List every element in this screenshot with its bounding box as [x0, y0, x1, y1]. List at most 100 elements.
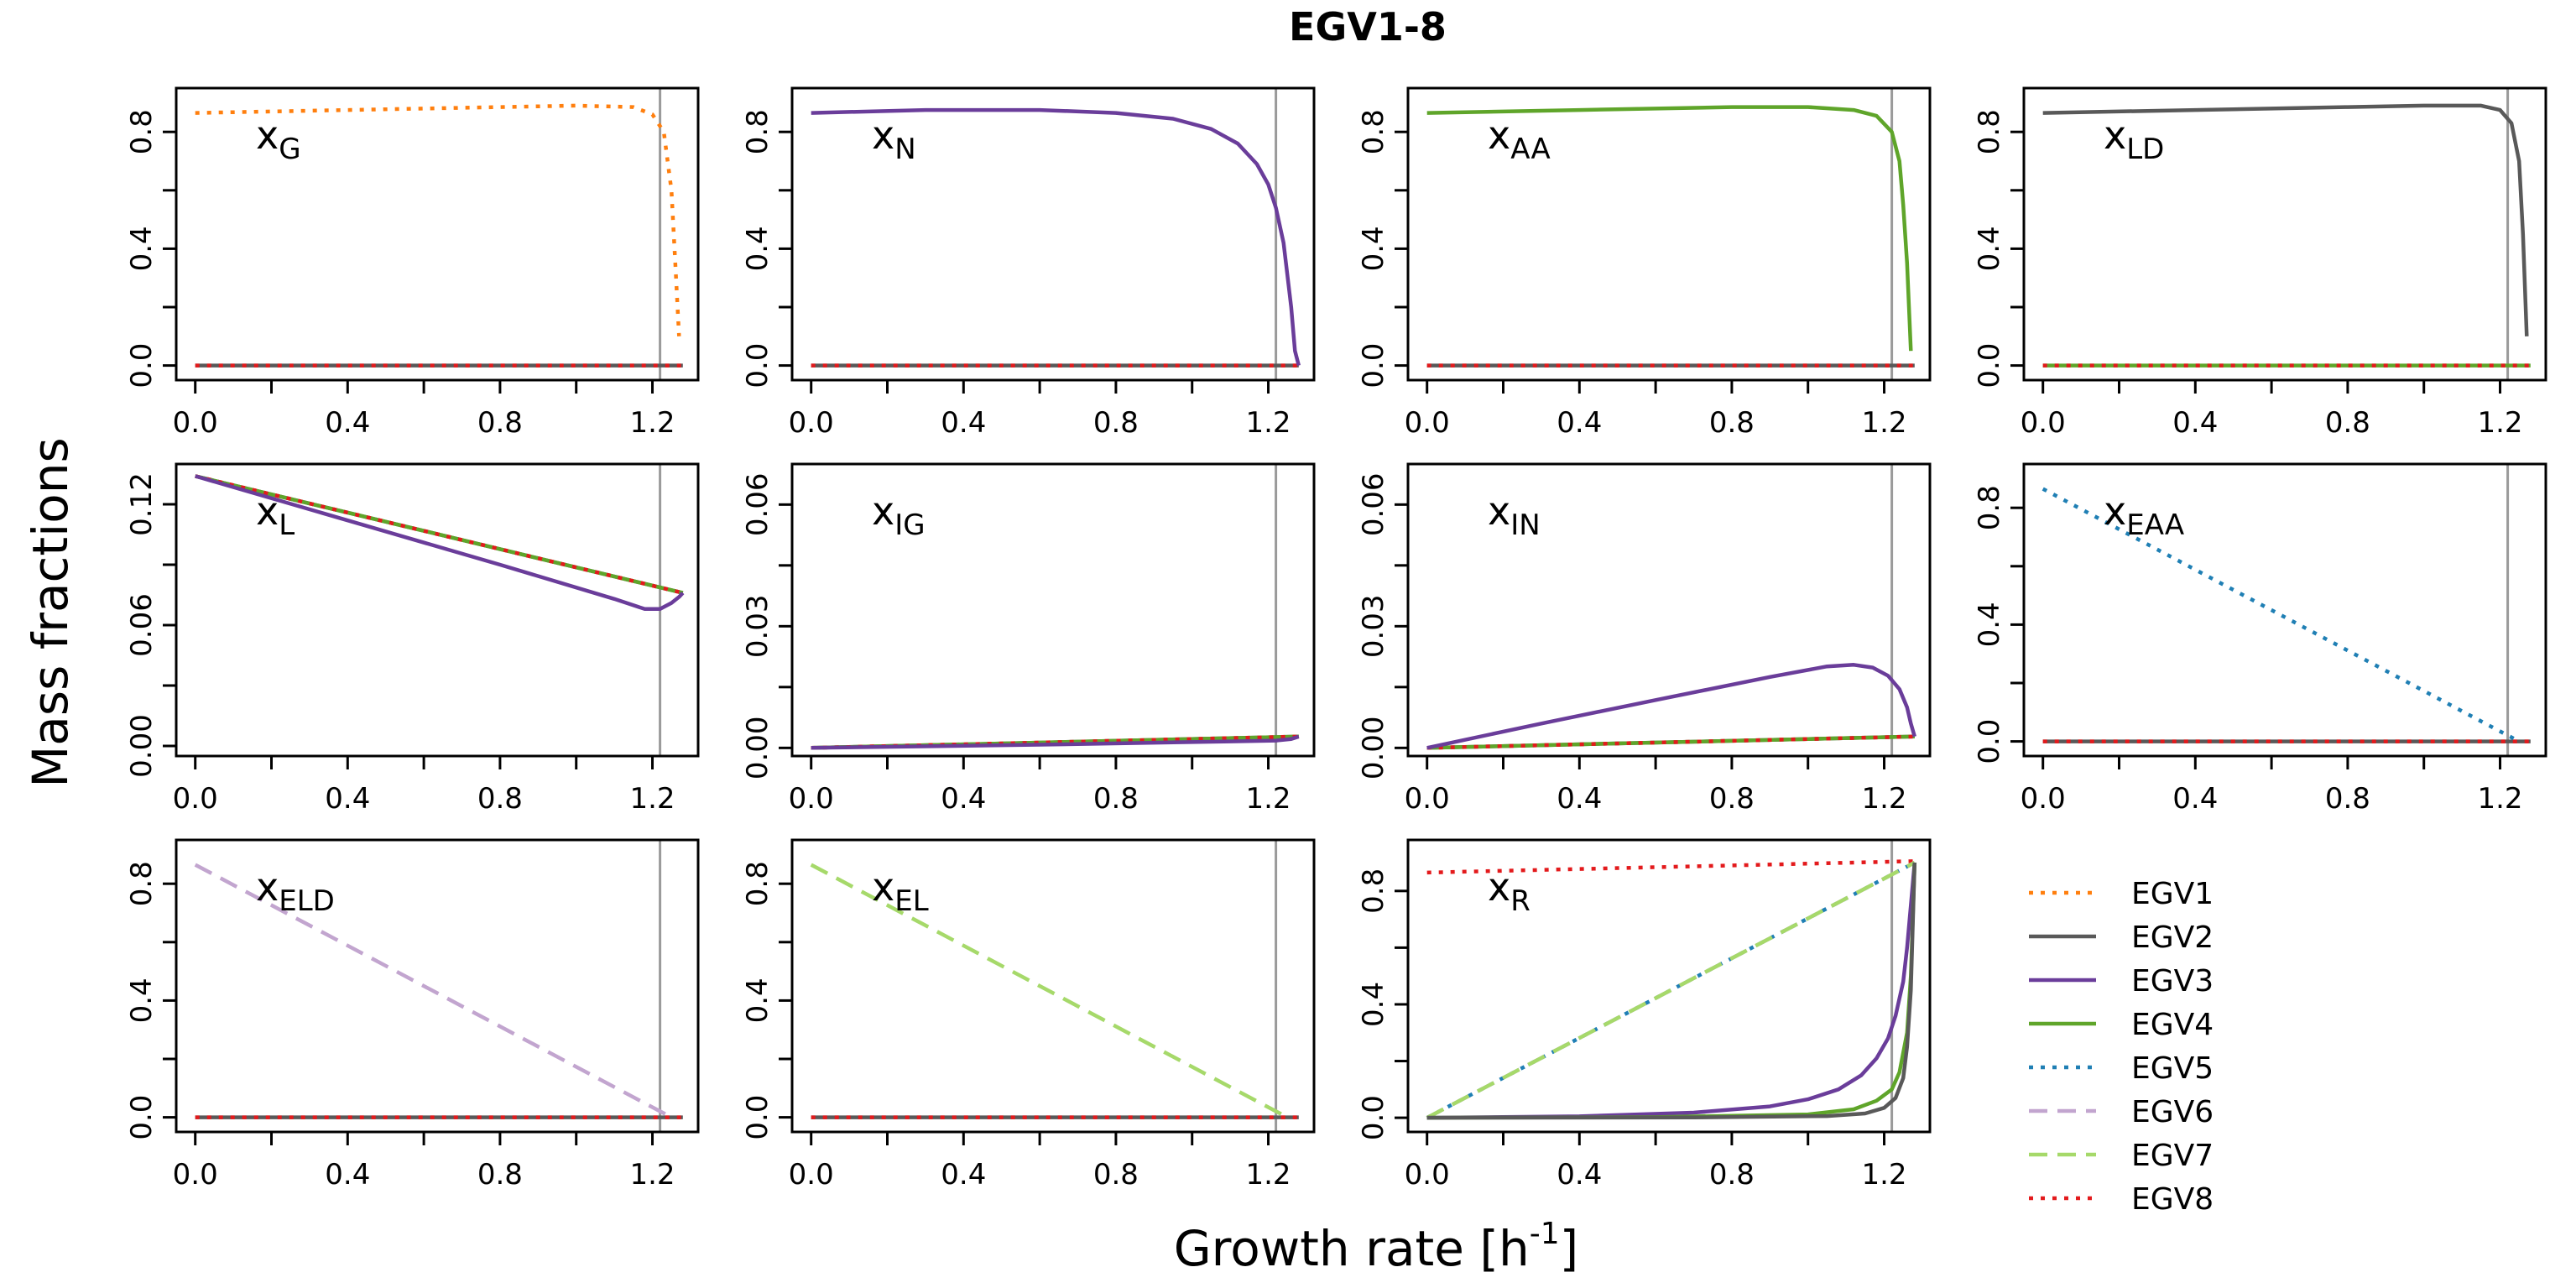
panel-label: xAA — [1488, 112, 1551, 166]
x-tick-label: 0.0 — [1405, 1158, 1450, 1192]
plot-frame — [1406, 462, 1932, 758]
x-tick-label: 0.0 — [173, 782, 218, 816]
y-tick-label: 0.8 — [1357, 109, 1390, 154]
panel-label: xEAA — [2104, 488, 2184, 542]
x-tick-label: 1.2 — [1245, 406, 1291, 440]
legend-item-egv7: EGV7 — [2029, 1139, 2214, 1173]
x-tick-label: 1.2 — [2477, 782, 2522, 816]
panel-label-main: x — [256, 112, 279, 158]
panel-label: xLD — [2104, 112, 2164, 166]
panel-label-main: x — [256, 864, 279, 910]
y-tick-label: 0.00 — [741, 716, 774, 780]
y-tick-label: 0.0 — [125, 1095, 159, 1140]
panel-label-sub: N — [894, 133, 915, 166]
x-tick-label: 1.2 — [1861, 782, 1906, 816]
x-tick-label: 1.2 — [1861, 406, 1906, 440]
x-tick-label: 0.8 — [1093, 406, 1139, 440]
panel-el: 0.0 0.4 0.8 1.2 0.0 0.4 0.8 xEL — [741, 838, 1316, 1192]
legend-label: EGV8 — [2131, 1182, 2214, 1217]
series-line-egv7 — [1426, 861, 1916, 1120]
series-line-egv8 — [195, 474, 684, 595]
x-axis-title-main: Growth rate [h — [1174, 1220, 1530, 1277]
panel-label-sub: G — [279, 133, 300, 166]
series-group — [1426, 859, 1917, 1120]
panel-label: xELD — [256, 864, 335, 918]
legend-label: EGV6 — [2131, 1095, 2214, 1129]
series-line-egv7 — [810, 863, 1289, 1119]
panel-label-main: x — [1488, 112, 1510, 158]
y-tick-label: 0.06 — [741, 472, 774, 536]
panel-ld: 0.0 0.4 0.8 1.2 0.0 0.4 0.8 xLD — [1973, 86, 2547, 440]
legend-label: EGV4 — [2131, 1008, 2214, 1042]
x-axis-title-end: ] — [1560, 1220, 1579, 1277]
y-tick-label: 0.0 — [741, 1095, 774, 1140]
y-tick-label: 0.03 — [1357, 594, 1390, 658]
legend-item-egv8: EGV8 — [2029, 1182, 2214, 1217]
y-tick-label: 0.12 — [125, 472, 159, 536]
x-tick-label: 0.4 — [941, 406, 986, 440]
panel-label-main: x — [2104, 112, 2126, 158]
legend-item-egv5: EGV5 — [2029, 1051, 2214, 1086]
panel-label-main: x — [1488, 488, 1510, 534]
x-tick-label: 0.8 — [1709, 1158, 1755, 1192]
series-group — [1426, 105, 1915, 368]
x-tick-label: 0.0 — [1405, 406, 1450, 440]
x-tick-label: 0.4 — [941, 1158, 986, 1192]
x-axis-title-sup: -1 — [1530, 1217, 1560, 1251]
y-tick-label: 0.8 — [1973, 109, 2006, 154]
y-tick-label: 0.4 — [125, 978, 159, 1023]
panel-label-main: x — [2104, 488, 2126, 534]
x-tick-label: 0.0 — [173, 406, 218, 440]
series-line-egv1 — [195, 103, 681, 336]
series-group — [194, 863, 683, 1119]
x-tick-label: 0.8 — [477, 1158, 523, 1192]
y-tick-label: 0.03 — [741, 594, 774, 658]
panel-in: 0.0 0.4 0.8 1.2 0.00 0.03 0.06 xIN — [1357, 462, 1932, 816]
x-tick-label: 0.4 — [1557, 1158, 1602, 1192]
x-tick-label: 0.4 — [325, 406, 370, 440]
panel-label: xR — [1488, 864, 1530, 918]
y-tick-label: 0.0 — [1973, 719, 2006, 764]
panel-label-sub: IN — [1510, 508, 1540, 542]
series-line-egv3 — [811, 107, 1301, 367]
panel-label: xIN — [1488, 488, 1541, 542]
series-group — [1426, 663, 1916, 750]
x-tick-label: 1.2 — [629, 782, 675, 816]
y-tick-label: 0.0 — [125, 343, 159, 388]
plot-frame — [2022, 86, 2547, 382]
y-tick-label: 0.8 — [125, 109, 159, 154]
panel-label-sub: EL — [894, 884, 928, 918]
series-line-egv2 — [2042, 103, 2529, 336]
panel-g: 0.0 0.4 0.8 1.2 0.0 0.4 0.8 xG — [125, 86, 700, 440]
figure-title: EGV1-8 — [1289, 4, 1447, 50]
panel-label: xEL — [872, 864, 929, 918]
y-tick-label: 0.8 — [741, 109, 774, 154]
y-tick-label: 0.4 — [1357, 982, 1390, 1027]
y-tick-label: 0.06 — [125, 593, 159, 657]
legend: EGV1 EGV2 EGV3 EGV4 EGV5 EGV6 EGV7 EGV8 — [2029, 877, 2214, 1217]
x-tick-label: 0.4 — [325, 1158, 370, 1192]
panel-eld: 0.0 0.4 0.8 1.2 0.0 0.4 0.8 xELD — [125, 838, 700, 1192]
panel-label-main: x — [872, 112, 894, 158]
series-line-egv3 — [195, 474, 685, 612]
series-line-egv3 — [811, 734, 1300, 750]
series-group — [195, 103, 683, 368]
x-tick-label: 0.0 — [1405, 782, 1450, 816]
x-tick-label: 0.0 — [2021, 406, 2066, 440]
legend-item-egv3: EGV3 — [2029, 964, 2214, 999]
y-tick-label: 0.8 — [1973, 485, 2006, 530]
series-group — [810, 863, 1299, 1119]
series-line-egv2 — [1426, 862, 1917, 1120]
x-tick-label: 0.0 — [789, 782, 834, 816]
legend-label: EGV2 — [2131, 920, 2214, 955]
y-tick-label: 0.00 — [1357, 716, 1390, 780]
x-tick-label: 0.8 — [1093, 1158, 1139, 1192]
y-tick-label: 0.06 — [1357, 472, 1390, 536]
y-tick-label: 0.00 — [125, 714, 159, 778]
panel-label-sub: ELD — [279, 884, 335, 918]
plot-frame — [790, 838, 1316, 1134]
y-tick-label: 0.4 — [741, 226, 774, 271]
y-tick-label: 0.4 — [1357, 226, 1390, 271]
y-tick-label: 0.8 — [741, 861, 774, 906]
series-line-egv3 — [1426, 862, 1917, 1120]
